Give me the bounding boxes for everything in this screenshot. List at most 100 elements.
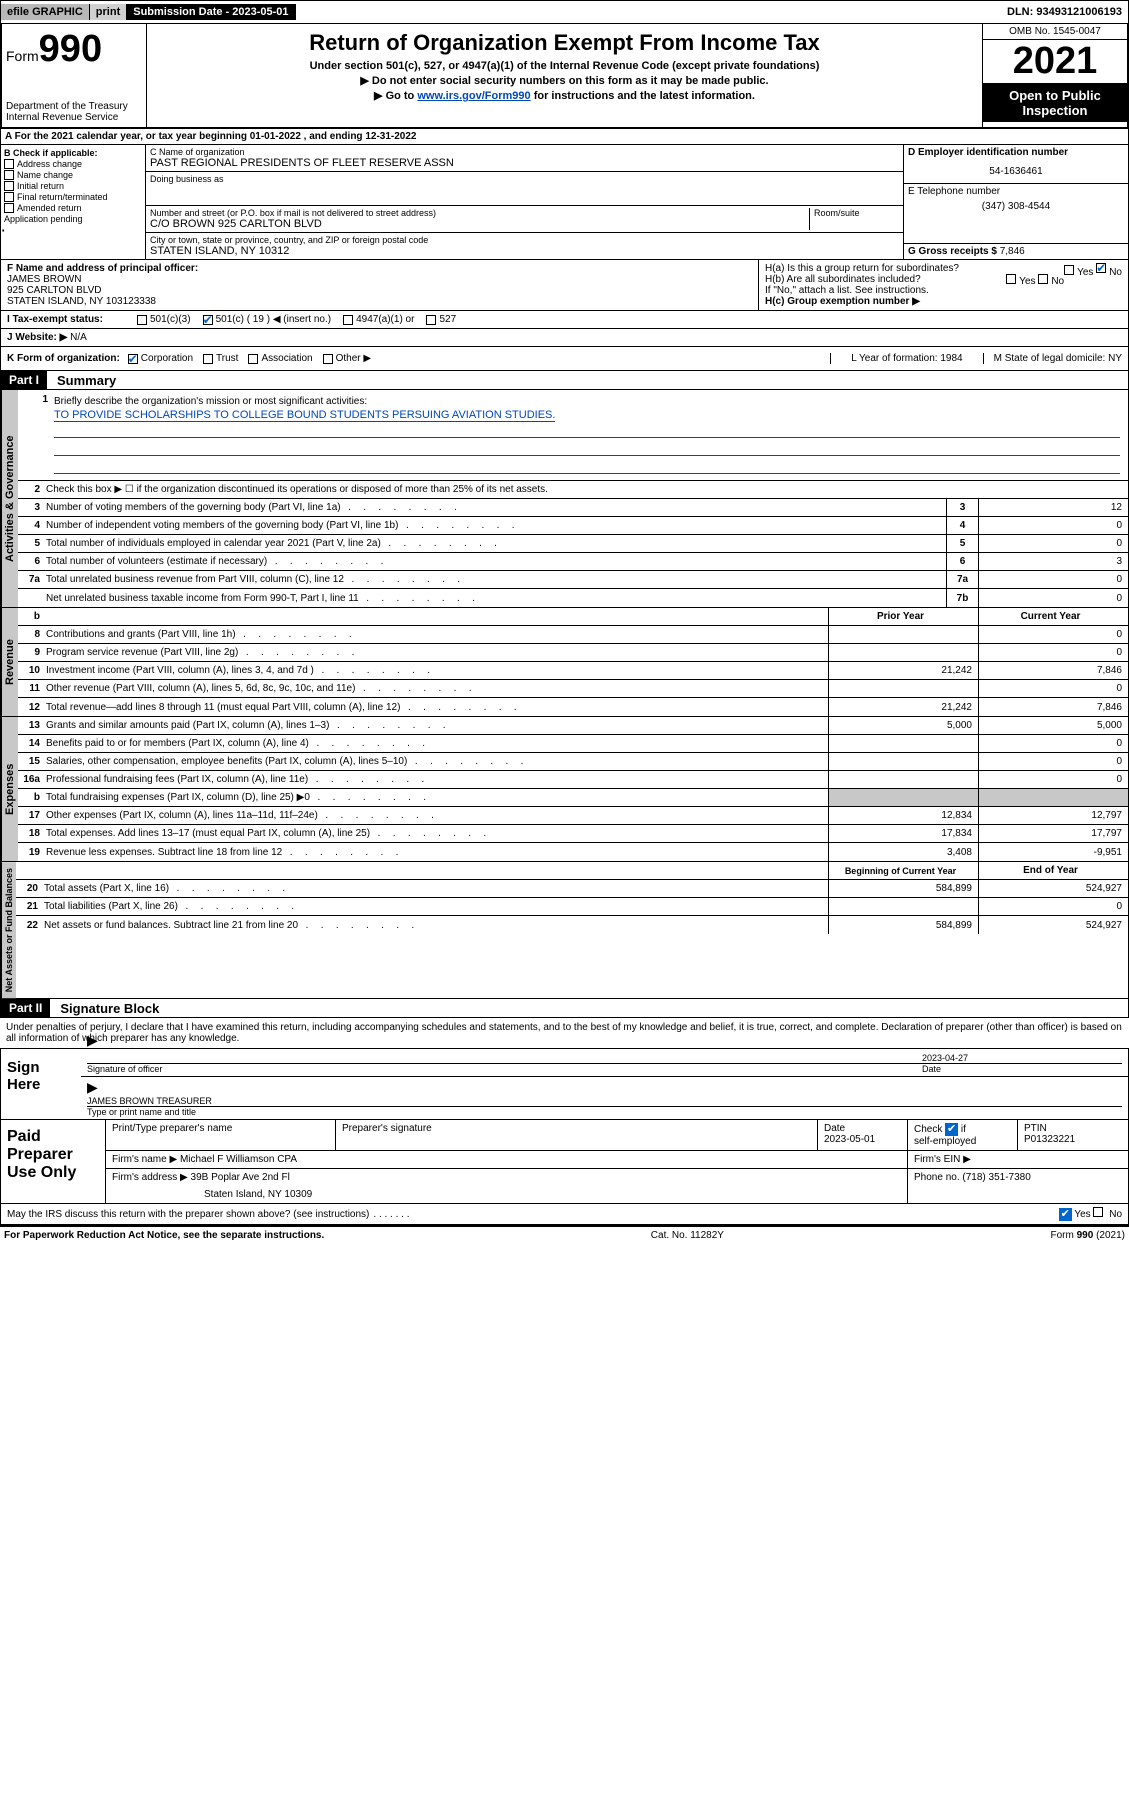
paid-preparer-block: Paid Preparer Use Only Print/Type prepar…	[0, 1120, 1129, 1204]
chk-501c3[interactable]	[137, 315, 147, 325]
line-text: Other expenses (Part IX, column (A), lin…	[46, 808, 828, 823]
chk-hb-no[interactable]	[1038, 274, 1048, 284]
summary-line: 22 Net assets or fund balances. Subtract…	[16, 916, 1128, 934]
line-box: 5	[946, 535, 978, 552]
lbl-final-return: Final return/terminated	[17, 192, 108, 202]
form-number-block: Form990 Department of the Treasury Inter…	[2, 24, 147, 127]
chk-may-no[interactable]	[1093, 1207, 1103, 1217]
prior-value	[828, 898, 978, 915]
summary-na: Net Assets or Fund Balances Beginning of…	[0, 862, 1129, 999]
curr-value: 524,927	[978, 916, 1128, 934]
summary-line: 9 Program service revenue (Part VIII, li…	[18, 644, 1128, 662]
year-formation: L Year of formation: 1984	[830, 353, 982, 364]
prior-value: 584,899	[828, 880, 978, 897]
curr-value: 7,846	[978, 662, 1128, 679]
prior-value: 17,834	[828, 825, 978, 842]
chk-hb-yes[interactable]	[1006, 274, 1016, 284]
chk-trust[interactable]	[203, 354, 213, 364]
website-value: N/A	[70, 332, 87, 343]
column-d-ein: D Employer identification number 54-1636…	[903, 145, 1128, 259]
vtab-na: Net Assets or Fund Balances	[1, 862, 16, 998]
chk-4947[interactable]	[343, 315, 353, 325]
officer-addr1: 925 CARLTON BLVD	[7, 285, 752, 296]
summary-line: 16a Professional fundraising fees (Part …	[18, 771, 1128, 789]
line-num: 20	[16, 883, 44, 894]
lbl-address-change: Address change	[17, 159, 82, 169]
chk-address-change[interactable]	[4, 159, 14, 169]
line-num: 22	[16, 920, 44, 931]
curr-value: 524,927	[978, 880, 1128, 897]
irs-link[interactable]: www.irs.gov/Form990	[417, 90, 530, 102]
chk-ha-no[interactable]	[1096, 263, 1106, 273]
curr-value: 0	[978, 735, 1128, 752]
summary-line: 3 Number of voting members of the govern…	[18, 499, 1128, 517]
line-num: 6	[18, 556, 46, 567]
chk-final-return[interactable]	[4, 192, 14, 202]
form-header: Form990 Department of the Treasury Inter…	[0, 24, 1129, 129]
chk-other[interactable]	[323, 354, 333, 364]
line-num: 7a	[18, 574, 46, 585]
prior-value	[828, 771, 978, 788]
org-address: C/O BROWN 925 CARLTON BLVD	[150, 218, 809, 230]
line-num: 4	[18, 520, 46, 531]
line-num: 3	[18, 502, 46, 513]
prep-sig-hdr: Preparer's signature	[336, 1120, 818, 1150]
summary-line: 21 Total liabilities (Part X, line 26) 0	[16, 898, 1128, 916]
line-num: 21	[16, 901, 44, 912]
column-c-org-info: C Name of organization PAST REGIONAL PRE…	[146, 145, 903, 259]
ptin-label: PTIN	[1024, 1123, 1047, 1134]
officer-addr2: STATEN ISLAND, NY 103123338	[7, 296, 752, 307]
chk-name-change[interactable]	[4, 170, 14, 180]
opt-other: Other ▶	[336, 353, 371, 364]
summary-exp: Expenses 13 Grants and similar amounts p…	[0, 717, 1129, 862]
chk-assoc[interactable]	[248, 354, 258, 364]
website-label: J Website: ▶	[7, 332, 67, 343]
org-name-label: C Name of organization	[150, 147, 899, 157]
firm-addr2: Staten Island, NY 10309	[112, 1183, 901, 1200]
line-value: 0	[978, 589, 1128, 607]
line-num: 17	[18, 810, 46, 821]
line-text: Total unrelated business revenue from Pa…	[46, 572, 946, 587]
summary-line: 17 Other expenses (Part IX, column (A), …	[18, 807, 1128, 825]
dept-treasury: Department of the Treasury Internal Reve…	[6, 101, 142, 123]
prior-value: 5,000	[828, 717, 978, 734]
rev-hdr-blank: b	[18, 611, 46, 622]
sig-name-title-label: Type or print name and title	[87, 1106, 1122, 1117]
form-subtitle-2: ▶ Do not enter social security numbers o…	[153, 74, 976, 87]
summary-line: 5 Total number of individuals employed i…	[18, 535, 1128, 553]
chk-initial-return[interactable]	[4, 181, 14, 191]
org-name: PAST REGIONAL PRESIDENTS OF FLEET RESERV…	[150, 157, 899, 169]
curr-value: 0	[978, 626, 1128, 643]
col-b-header: B Check if applicable:	[4, 148, 142, 158]
chk-amended-return[interactable]	[4, 203, 14, 213]
rev-hdr-spacer	[46, 615, 828, 619]
prior-value	[828, 680, 978, 697]
line-text: Net assets or fund balances. Subtract li…	[44, 918, 828, 933]
part-2-header: Part II Signature Block	[0, 999, 1129, 1018]
opt-4947: 4947(a)(1) or	[356, 314, 414, 325]
sign-here-label: Sign Here	[1, 1049, 81, 1119]
curr-value: 0	[978, 898, 1128, 915]
curr-value: -9,951	[978, 843, 1128, 861]
lbl-name-change: Name change	[17, 170, 73, 180]
line-text: Benefits paid to or for members (Part IX…	[46, 736, 828, 751]
chk-corp[interactable]	[128, 354, 138, 364]
firm-addr1: 39B Poplar Ave 2nd Fl	[191, 1172, 290, 1183]
curr-value: 0	[978, 680, 1128, 697]
chk-527[interactable]	[426, 315, 436, 325]
lbl-amended-return: Amended return	[17, 203, 82, 213]
print-button[interactable]: print	[90, 4, 127, 20]
efile-button[interactable]: efile GRAPHIC	[1, 4, 90, 20]
sig-date-value: 2023-04-27	[922, 1053, 1122, 1063]
chk-ha-yes[interactable]	[1064, 265, 1074, 275]
prior-value: 3,408	[828, 843, 978, 861]
opt-trust: Trust	[216, 353, 238, 364]
chk-501c[interactable]	[203, 315, 213, 325]
vtab-ag: Activities & Governance	[1, 390, 18, 607]
form-subtitle-1: Under section 501(c), 527, or 4947(a)(1)…	[153, 60, 976, 72]
chk-self-employed[interactable]: ✔	[945, 1123, 958, 1136]
line-text: Total fundraising expenses (Part IX, col…	[46, 790, 828, 805]
chk-may-yes[interactable]: ✔	[1059, 1208, 1072, 1221]
form-number: 990	[39, 28, 102, 70]
summary-ag: Activities & Governance 1 Briefly descri…	[0, 390, 1129, 608]
